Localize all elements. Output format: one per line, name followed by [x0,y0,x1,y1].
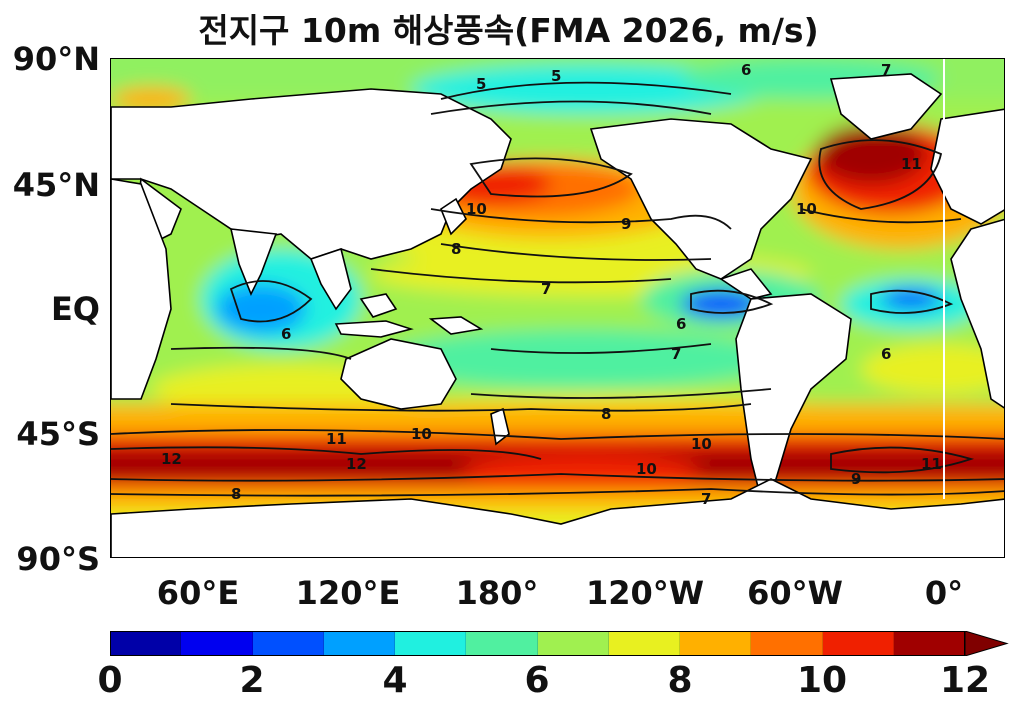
colorbar [110,631,965,656]
contour-label-group: 5 5 6 7 10 9 8 10 11 7 6 6 7 6 8 10 11 1… [161,61,942,508]
lat-label-eq: EQ [50,290,100,328]
contour-label: 6 [676,315,686,333]
land-masses [111,73,1004,557]
colorbar-tick: 4 [382,660,408,701]
contour-label: 8 [601,405,611,423]
lon-label-60w: 60°W [747,574,843,612]
contour-label: 5 [551,67,561,85]
colorbar-segment [822,631,894,656]
contour-label: 11 [326,430,347,448]
colorbar-segment [323,631,395,656]
colorbar-segment [751,631,823,656]
contour-label: 7 [541,280,551,298]
contour-label: 5 [476,75,486,93]
colorbar-segment [395,631,467,656]
colorbar-tick: 8 [667,660,693,701]
lon-label-0: 0° [924,574,964,612]
colorbar-tick: 6 [524,660,550,701]
colorbar-tick: 2 [239,660,265,701]
lat-label-45s: 45°S [16,415,100,453]
colorbar-segment [466,631,538,656]
contour-label: 11 [901,155,922,173]
wind-speed-map: 5 5 6 7 10 9 8 10 11 7 6 6 7 6 8 10 11 1… [110,58,1005,558]
colorbar-tick: 12 [939,660,991,701]
colorbar-segment [680,631,752,656]
contour-label: 9 [851,470,861,488]
contour-lines [111,81,1004,497]
lon-label-180: 180° [455,574,539,612]
colorbar-segment [110,631,182,656]
contour-label: 8 [451,240,461,258]
map-title: 전지구 10m 해상풍속(FMA 2026, m/s) [198,11,819,50]
contour-label: 10 [411,425,432,443]
contour-label: 6 [281,325,291,343]
contour-label: 10 [796,200,817,218]
contour-label: 7 [881,61,891,79]
colorbar-segment [893,631,965,656]
lon-label-120w: 120°W [585,574,705,612]
lon-label-60e: 60°E [156,574,240,612]
colorbar-extend-arrow [965,631,1009,656]
lat-label-90s: 90°S [16,540,100,578]
contour-label: 12 [346,455,367,473]
contour-label: 10 [691,435,712,453]
lon-label-120e: 120°E [295,574,401,612]
colorbar-segment [181,631,253,656]
colorbar-segment [537,631,609,656]
colorbar-tick: 10 [796,660,848,701]
contour-label: 8 [231,485,241,503]
contour-label: 10 [636,460,657,478]
contour-label: 9 [621,215,631,233]
colorbar-tick: 0 [97,660,123,701]
wind-speed-field: 5 5 6 7 10 9 8 10 11 7 6 6 7 6 8 10 11 1… [111,59,1004,557]
lat-label-90n: 90°N [12,40,100,78]
contour-label: 10 [466,200,487,218]
contour-label: 6 [741,61,751,79]
contour-label: 7 [701,490,711,508]
colorbar-segment [252,631,324,656]
contour-label: 12 [161,450,182,468]
contour-label: 7 [671,345,681,363]
lat-label-45n: 45°N [12,166,100,204]
contour-label: 6 [881,345,891,363]
contour-label: 11 [921,455,942,473]
colorbar-segment [608,631,680,656]
